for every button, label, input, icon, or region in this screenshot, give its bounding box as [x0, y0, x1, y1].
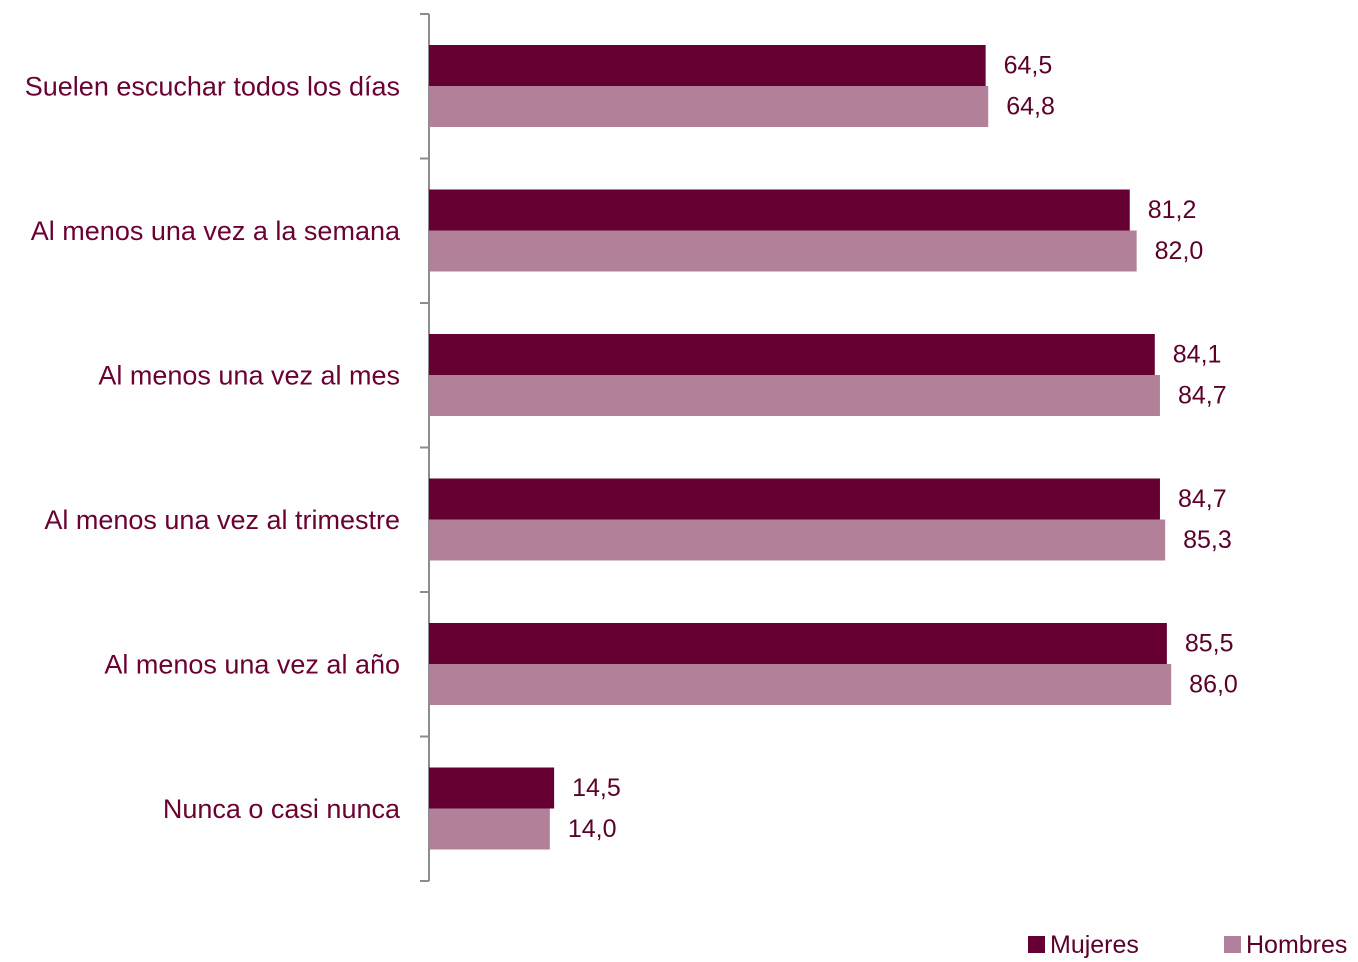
bar-mujeres — [429, 767, 555, 809]
legend-label-mujeres: Mujeres — [1050, 931, 1139, 959]
bar-mujeres — [429, 478, 1160, 520]
category-labels: Suelen escuchar todos los días Al menos u… — [25, 71, 401, 824]
data-label: 14,5 — [572, 774, 621, 802]
category-label: Suelen escuchar todos los días — [25, 71, 400, 101]
category-axis — [420, 13, 430, 882]
bar-mujeres — [429, 45, 986, 86]
bars — [429, 45, 1172, 850]
value-labels: 64,5 64,8 81,2 82,0 84,1 84,7 84,7 85,3 85,5 86,0… — [568, 52, 1238, 844]
data-label: 14,0 — [568, 815, 617, 843]
legend-swatch-mujeres — [1028, 936, 1045, 953]
data-label: 64,8 — [1006, 93, 1055, 121]
bar-mujeres — [429, 623, 1167, 664]
data-label: 84,7 — [1178, 382, 1227, 410]
legend: Mujeres Hombres — [1028, 931, 1347, 959]
data-label: 81,2 — [1148, 196, 1197, 224]
data-label: 84,7 — [1178, 485, 1227, 513]
bar-hombres — [429, 664, 1172, 705]
bar-hombres — [429, 519, 1166, 561]
bar-hombres — [429, 808, 550, 850]
category-label: Nunca o casi nunca — [163, 794, 401, 824]
bar-hombres — [429, 86, 989, 127]
legend-swatch-hombres — [1224, 936, 1241, 953]
bar-mujeres — [429, 334, 1155, 375]
category-label: Al menos una vez al trimestre — [44, 505, 400, 535]
data-label: 84,1 — [1173, 341, 1222, 369]
bar-mujeres — [429, 189, 1130, 231]
legend-label-hombres: Hombres — [1246, 931, 1347, 959]
data-label: 85,3 — [1183, 526, 1232, 554]
bar-hombres — [429, 230, 1137, 272]
category-label: Al menos una vez al año — [104, 649, 400, 679]
data-label: 64,5 — [1004, 52, 1053, 80]
category-label: Al menos una vez a la semana — [31, 216, 401, 246]
bar-hombres — [429, 375, 1160, 416]
category-label: Al menos una vez al mes — [98, 360, 400, 390]
data-label: 82,0 — [1155, 237, 1204, 265]
data-label: 85,5 — [1185, 630, 1234, 658]
data-label: 86,0 — [1189, 671, 1238, 699]
